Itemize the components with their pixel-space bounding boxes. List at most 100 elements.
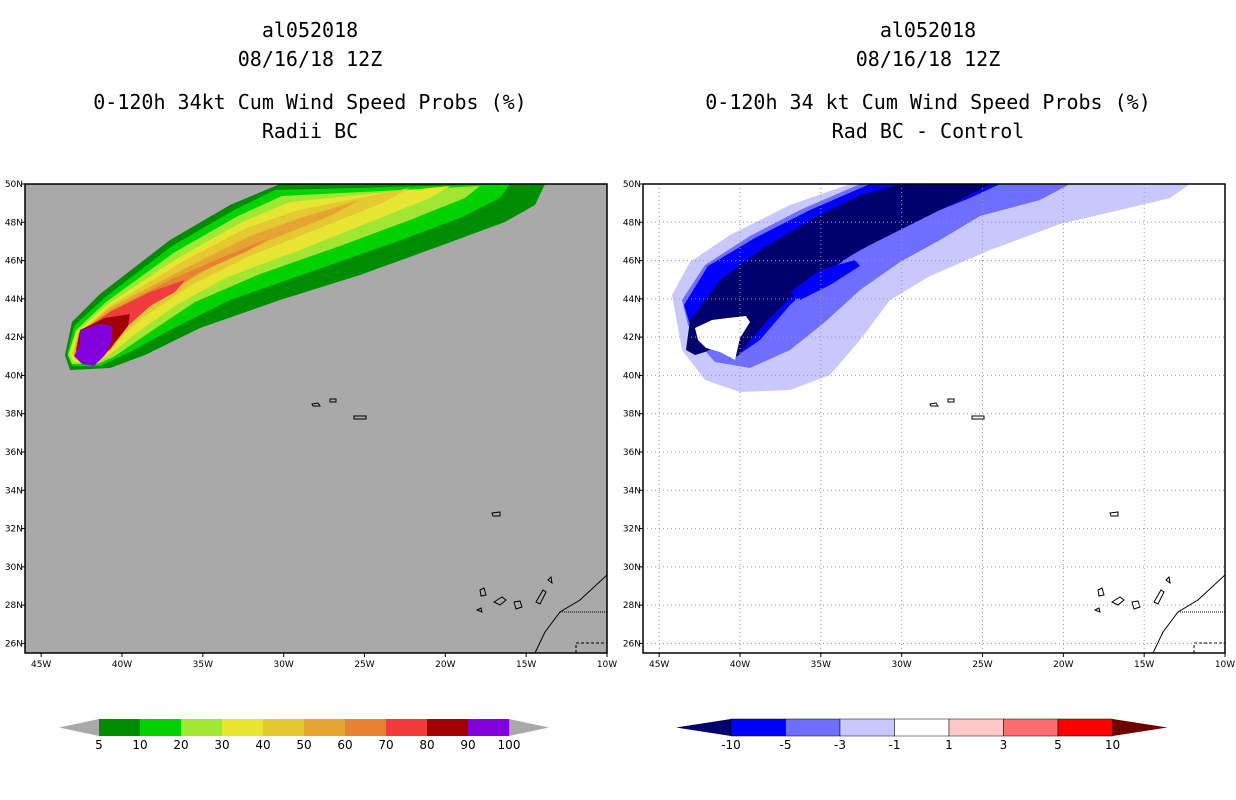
lon-label: 40W [730,660,750,670]
colorbar-label: 80 [419,738,434,752]
lat-label: 48N [5,218,23,228]
colorbar-label: 10 [1105,738,1120,752]
left-panel-title: al052018 08/16/18 12Z [0,16,620,74]
lat-label: 36N [623,448,641,458]
colorbar-swatch [99,719,140,736]
colorbar-swatch [839,718,895,737]
colorbar-swatch [427,719,468,736]
left-map: 50N48N46N44N42N40N38N36N34N32N30N28N26N … [5,180,617,670]
lon-label: 15W [1134,660,1154,670]
colorbar-swatch [222,719,263,736]
lat-label: 36N [5,448,23,458]
left-lon-labels: 45W 40W 35W 30W 25W 20W 15W 10W [31,653,617,670]
colorbar-swatch [785,718,841,737]
diff-gap-white [695,316,750,360]
colorbar-label: 40 [255,738,270,752]
lat-label: 40N [5,371,23,381]
colorbar-label: 5 [1054,738,1062,752]
diff-minus-10 [686,184,990,358]
lat-label: 30N [5,563,23,573]
colorbar-label: -10 [721,738,741,752]
lat-label: 26N [5,639,23,649]
lat-label: 26N [623,639,641,649]
colorbar-label: 50 [296,738,311,752]
lat-label: 32N [5,525,23,535]
lon-label: 45W [31,660,51,670]
colorbar-swatch [181,719,222,736]
left-colorbar: 5 10 20 30 40 50 60 70 80 90 100 [59,719,549,752]
lon-label: 35W [193,660,213,670]
lon-label: 40W [112,660,132,670]
colorbar-swatch [345,719,386,736]
colorbar-swatch [468,719,509,736]
right-lat-labels: 50N 48N 46N 44N 42N 40N 38N 36N 34N 32N 30N 28N 26N [623,180,643,649]
colorbar-label: 60 [337,738,352,752]
colorbar-label: 20 [173,738,188,752]
lon-label: 45W [649,660,669,670]
lat-label: 32N [623,525,641,535]
lat-label: 48N [623,218,641,228]
colorbar-label: 30 [214,738,229,752]
lat-label: 46N [5,257,23,267]
right-panel-subtitle: 0-120h 34 kt Cum Wind Speed Probs (%) Ra… [618,88,1236,146]
lat-label: 44N [623,295,641,305]
colorbar-swatch [263,719,304,736]
lat-label: 30N [623,563,641,573]
lon-label: 10W [1215,660,1235,670]
right-difference-field [672,184,1190,392]
lon-label: 20W [435,660,455,670]
colorbar-label: 5 [95,738,103,752]
lat-label: 40N [623,371,641,381]
colorbar-swatch [1057,718,1113,737]
colorbar-swatch [894,718,950,737]
lon-label: 10W [597,660,617,670]
colorbar-label: 70 [378,738,393,752]
left-coastlines [311,398,607,653]
colorbar-label: 10 [132,738,147,752]
right-title-line2: Rad BC - Control [831,119,1025,143]
colorbar-swatch [140,719,181,736]
colorbar-arrow-high [509,719,549,736]
colorbar-arrow-low [676,719,731,736]
colorbar-label: -1 [889,738,901,752]
colorbar-swatch [948,718,1004,737]
colorbar-label: 1 [945,738,953,752]
left-map-frame [24,183,608,654]
right-datetime: 08/16/18 12Z [855,47,1001,71]
colorbar-swatch [1003,718,1059,737]
colorbar-label: 90 [460,738,475,752]
right-lon-labels: 45W 40W 35W 30W 25W 20W 15W 10W [649,653,1235,670]
lat-label: 34N [623,486,641,496]
lon-label: 20W [1053,660,1073,670]
lat-label: 50N [623,180,641,190]
lat-label: 42N [623,333,641,343]
lat-label: 28N [5,601,23,611]
left-lat-labels: 50N 48N 46N 44N 42N 40N 38N 36N 34N 32N 30N 28N 26N [5,180,25,649]
lat-label: 38N [623,410,641,420]
left-storm-id: al052018 [261,18,359,42]
lon-label: 30W [273,660,293,670]
colorbar-label: -5 [780,738,792,752]
left-datetime: 08/16/18 12Z [237,47,383,71]
colorbar-swatch [386,719,427,736]
right-colorbar: -10 -5 -3 -1 1 3 5 10 [676,718,1168,752]
right-storm-id: al052018 [879,18,977,42]
prob-20 [68,186,480,364]
colorbar-label: 100 [498,738,521,752]
lat-label: 28N [623,601,641,611]
lon-label: 25W [354,660,374,670]
left-probability-swath [65,184,545,370]
lat-label: 46N [623,257,641,267]
lat-label: 44N [5,295,23,305]
lat-label: 50N [5,180,23,190]
left-title-line1: 0-120h 34kt Cum Wind Speed Probs (%) [93,90,527,114]
lon-label: 30W [891,660,911,670]
left-panel-subtitle: 0-120h 34kt Cum Wind Speed Probs (%) Rad… [0,88,620,146]
lat-label: 38N [5,410,23,420]
lon-label: 35W [811,660,831,670]
right-coastlines [929,398,1225,653]
diff-minus-5-band [790,260,860,300]
lat-label: 34N [5,486,23,496]
colorbar-arrow-low [59,719,99,736]
